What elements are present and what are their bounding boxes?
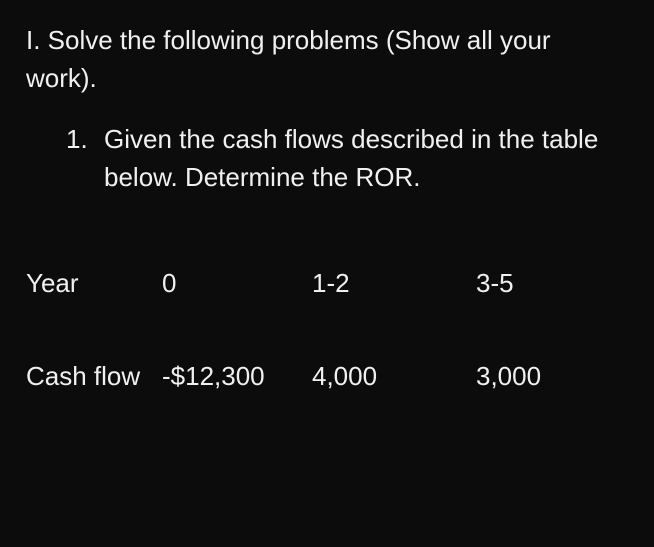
table-row: Year 0 1-2 3-5 — [26, 237, 628, 331]
table-cell: 3-5 — [476, 237, 628, 331]
table-cell: -$12,300 — [162, 330, 312, 424]
table-cell: 4,000 — [312, 330, 476, 424]
table-row: Cash flow -$12,300 4,000 3,000 — [26, 330, 628, 424]
table-cell: 3,000 — [476, 330, 628, 424]
table-cell: 1-2 — [312, 237, 476, 331]
document-page: I. Solve the following problems (Show al… — [0, 0, 654, 424]
row-label: Year — [26, 237, 162, 331]
problem-item-1: 1.Given the cash flows described in the … — [66, 121, 628, 196]
table-cell: 0 — [162, 237, 312, 331]
section-heading: I. Solve the following problems (Show al… — [26, 22, 628, 97]
cashflow-table: Year 0 1-2 3-5 Cash flow -$12,300 4,000 … — [26, 237, 628, 424]
problem-number: 1. — [66, 121, 104, 159]
row-label: Cash flow — [26, 330, 162, 424]
problem-text: Given the cash flows described in the ta… — [104, 124, 598, 192]
